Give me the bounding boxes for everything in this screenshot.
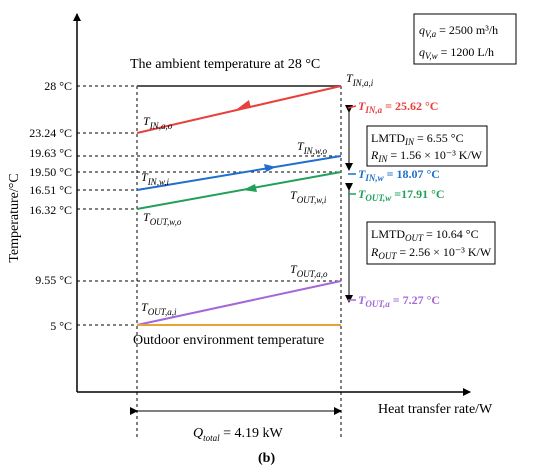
- svg-text:TIN,w,o: TIN,w,o: [297, 139, 328, 156]
- t-out-a-i-label: TOUT,a,i: [141, 300, 177, 317]
- svg-text:TOUT,a = 7.27 °C: TOUT,a = 7.27 °C: [358, 293, 440, 309]
- svg-text:ROUT = 2.56 × 10⁻³ K/W: ROUT = 2.56 × 10⁻³ K/W: [370, 245, 492, 261]
- lmtd-out-box: LMTDOUT = 10.64 °C ROUT = 2.56 × 10⁻³ K/…: [366, 221, 496, 265]
- r-in-value: = 1.56 × 10⁻³ K/W: [390, 148, 482, 162]
- svg-text:Qtotal = 4.19 kW: Qtotal = 4.19 kW: [193, 426, 284, 443]
- y-axis-label: Temperature/°C: [7, 173, 22, 262]
- svg-text:TIN,w,i: TIN,w,i: [141, 170, 170, 187]
- flow-water-value: = 1200 L/h: [441, 45, 494, 59]
- indoor-air-line: [136, 85, 342, 134]
- svg-text:TOUT,a,o: TOUT,a,o: [290, 262, 328, 279]
- svg-text:TIN,a,i: TIN,a,i: [346, 71, 374, 88]
- flow-rate-box: qV,a = 2500 m³/h qV,w = 1200 L/h: [413, 13, 517, 65]
- flow-air-value: = 2500 m³/h: [439, 23, 498, 37]
- svg-text:TOUT,w =17.91 °C: TOUT,w =17.91 °C: [358, 187, 445, 203]
- tick-label: 16.32 °C: [29, 203, 72, 217]
- t-out-w-o-label: TOUT,w,o: [143, 210, 182, 227]
- r-out-value: = 2.56 × 10⁻³ K/W: [399, 245, 491, 259]
- indoor-water-line: [136, 155, 342, 191]
- t-in-w-result: TIN,w = 18.07 °C: [348, 167, 440, 183]
- svg-text:TIN,w = 18.07 °C: TIN,w = 18.07 °C: [358, 167, 440, 183]
- t-in-w-i-label: TIN,w,i: [141, 170, 170, 187]
- t-in-a-result: TIN,a = 25.62 °C: [347, 99, 438, 115]
- svg-text:RIN = 1.56 × 10⁻³ K/W: RIN = 1.56 × 10⁻³ K/W: [370, 148, 483, 164]
- guide-lines: [77, 85, 342, 438]
- t-in-w-o-label: TIN,w,o: [297, 139, 328, 156]
- tick-label: 23.24 °C: [29, 126, 72, 140]
- indoor-water-arrow: [264, 164, 276, 172]
- svg-text:TOUT,a,i: TOUT,a,i: [141, 300, 177, 317]
- indoor-air-arrow: [237, 100, 251, 109]
- tick-label: 9.55 °C: [35, 273, 72, 287]
- t-out-w-i-label: TOUT,w,i: [290, 188, 327, 205]
- x-axis-label: Heat transfer rate/W: [378, 402, 493, 417]
- lmtd-in-value: = 6.55 °C: [417, 131, 464, 145]
- svg-text:qV,w = 1200 L/h: qV,w = 1200 L/h: [419, 45, 494, 61]
- svg-text:TOUT,w,i: TOUT,w,i: [290, 188, 327, 205]
- lmtd-out-value: = 10.64 °C: [426, 227, 479, 241]
- q-total-label: Qtotal = 4.19 kW: [193, 426, 284, 443]
- t-out-a-o-label: TOUT,a,o: [290, 262, 328, 279]
- figure-label: (b): [258, 451, 275, 466]
- tick-label: 19.63 °C: [29, 146, 72, 160]
- t-in-a-i-label: TIN,a,i: [346, 71, 374, 88]
- svg-text:LMTDIN = 6.55 °C: LMTDIN = 6.55 °C: [371, 131, 464, 147]
- svg-text:qV,a = 2500 m³/h: qV,a = 2500 m³/h: [419, 23, 498, 39]
- t-out-w-result: TOUT,w =17.91 °C: [348, 187, 445, 203]
- t-in-a-o-label: TIN,a,o: [143, 114, 173, 131]
- svg-text:LMTDOUT = 10.64 °C: LMTDOUT = 10.64 °C: [371, 227, 479, 243]
- svg-text:TOUT,w,o: TOUT,w,o: [143, 210, 182, 227]
- tick-label: 16.51 °C: [29, 183, 72, 197]
- q-total-value: = 4.19 kW: [223, 426, 283, 441]
- ambient-temperature-text: The ambient temperature at 28 °C: [130, 57, 320, 72]
- svg-text:TIN,a = 25.62 °C: TIN,a = 25.62 °C: [358, 99, 438, 115]
- svg-text:TIN,a,o: TIN,a,o: [143, 114, 173, 131]
- outdoor-environment-text: Outdoor environment temperature: [133, 333, 324, 348]
- outdoor-water-arrow: [243, 184, 257, 192]
- t-out-a-result: TOUT,a = 7.27 °C: [348, 293, 440, 309]
- outdoor-water-line: [136, 171, 342, 210]
- lmtd-in-box: LMTDIN = 6.55 °C RIN = 1.56 × 10⁻³ K/W: [366, 125, 488, 167]
- tick-label: 5 °C: [50, 319, 72, 333]
- outdoor-air-line: [136, 280, 342, 326]
- y-tick-labels: 28 °C 23.24 °C 19.63 °C 19.50 °C 16.51 °…: [29, 79, 72, 333]
- tick-label: 19.50 °C: [29, 165, 72, 179]
- tick-label: 28 °C: [44, 79, 72, 93]
